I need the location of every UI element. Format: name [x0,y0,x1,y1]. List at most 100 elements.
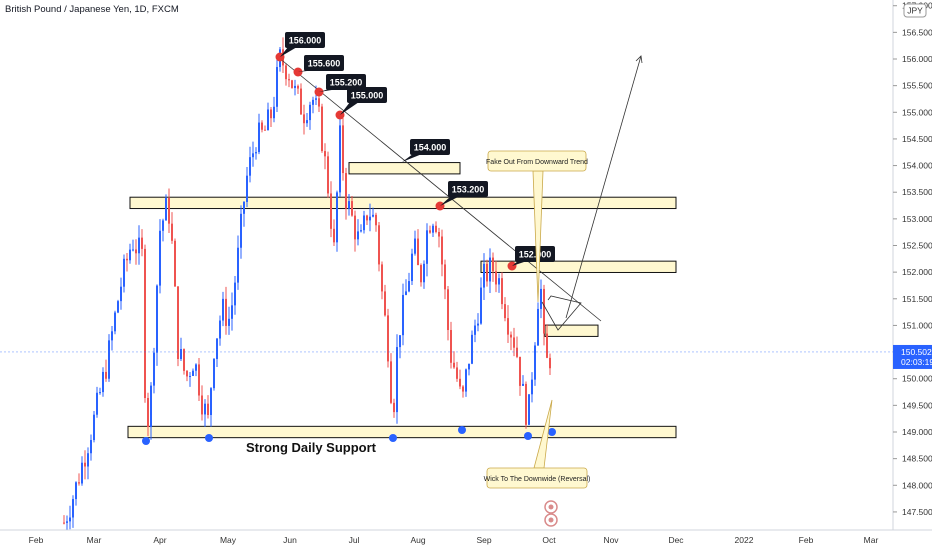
candle-body[interactable] [444,264,446,290]
candle-body[interactable] [501,278,503,305]
candle-body[interactable] [339,125,341,193]
candle-body[interactable] [465,369,467,392]
candle-body[interactable] [486,263,488,282]
candle-body[interactable] [546,333,548,358]
candle-body[interactable] [522,383,524,386]
candle-body[interactable] [306,120,308,124]
candle-body[interactable] [177,286,179,359]
candle-body[interactable] [198,364,200,396]
candle-body[interactable] [525,383,527,425]
candle-body[interactable] [480,287,482,324]
candle-body[interactable] [432,225,434,233]
candle-body[interactable] [234,282,236,306]
candle-body[interactable] [495,271,497,285]
support-touch-marker[interactable] [205,434,213,442]
candle-body[interactable] [87,453,89,467]
candle-body[interactable] [462,386,464,392]
candle-body[interactable] [63,522,65,524]
candle-body[interactable] [90,440,92,454]
candle-body[interactable] [285,65,287,80]
candle-body[interactable] [123,258,125,287]
candle-body[interactable] [108,340,110,379]
candle-body[interactable] [387,315,389,362]
candle-body[interactable] [156,285,158,353]
candle-body[interactable] [195,364,197,371]
candle-body[interactable] [114,312,116,332]
candle-body[interactable] [411,253,413,282]
candle-body[interactable] [393,402,395,413]
candle-body[interactable] [450,330,452,363]
candle-body[interactable] [327,156,329,194]
candle-body[interactable] [537,308,539,346]
candle-body[interactable] [381,264,383,292]
price-callout[interactable] [347,87,387,103]
candle-body[interactable] [102,371,104,393]
wick-note[interactable] [486,467,588,489]
candle-body[interactable] [459,378,461,387]
candle-body[interactable] [396,347,398,413]
candle-body[interactable] [378,225,380,265]
candle-body[interactable] [423,263,425,283]
candle-body[interactable] [228,318,230,326]
candle-body[interactable] [471,334,473,364]
price-callout[interactable] [304,55,344,71]
candle-body[interactable] [312,99,314,105]
candle-body[interactable] [543,288,545,334]
candle-body[interactable] [180,349,182,359]
candle-body[interactable] [303,114,305,124]
candle-body[interactable] [159,230,161,286]
candle-body[interactable] [357,231,359,240]
candle-body[interactable] [171,223,173,241]
candle-body[interactable] [294,85,296,88]
candle-body[interactable] [528,394,530,425]
candle-body[interactable] [222,298,224,321]
price-callout[interactable] [326,74,366,90]
support-resistance-zone[interactable] [480,260,677,273]
candle-body[interactable] [405,291,407,295]
support-resistance-zone[interactable] [129,196,677,210]
candle-body[interactable] [384,291,386,316]
support-touch-marker[interactable] [524,432,532,440]
candle-body[interactable] [249,157,251,176]
candle-body[interactable] [126,258,128,261]
candle-body[interactable] [297,85,299,89]
candle-body[interactable] [456,367,458,379]
price-callout[interactable] [410,139,450,155]
candle-body[interactable] [534,345,536,380]
price-callout[interactable] [515,246,555,262]
candle-body[interactable] [291,80,293,88]
candle-body[interactable] [468,363,470,370]
candle-body[interactable] [147,397,149,428]
support-touch-marker[interactable] [389,434,397,442]
candle-body[interactable] [492,257,494,272]
candle-body[interactable] [438,231,440,237]
candle-body[interactable] [72,499,74,518]
price-callout[interactable] [285,32,325,48]
candle-body[interactable] [261,122,263,130]
candle-body[interactable] [369,216,371,221]
candle-body[interactable] [453,362,455,368]
candle-body[interactable] [129,249,131,261]
candle-body[interactable] [321,106,323,152]
candle-body[interactable] [258,122,260,153]
candle-body[interactable] [117,301,119,313]
candle-body[interactable] [111,331,113,341]
candle-body[interactable] [210,388,212,415]
candle-body[interactable] [237,247,239,283]
candle-body[interactable] [513,337,515,348]
candle-body[interactable] [186,370,188,377]
candle-body[interactable] [477,323,479,326]
candle-body[interactable] [498,278,500,285]
candle-body[interactable] [375,214,377,226]
candle-body[interactable] [336,192,338,243]
candle-body[interactable] [414,238,416,254]
candle-body[interactable] [318,98,320,107]
candle-body[interactable] [201,395,203,415]
price-callout[interactable] [448,181,488,197]
candle-body[interactable] [231,305,233,319]
candle-body[interactable] [165,197,167,221]
candle-body[interactable] [138,237,140,254]
candle-body[interactable] [120,286,122,302]
candle-body[interactable] [420,265,422,283]
